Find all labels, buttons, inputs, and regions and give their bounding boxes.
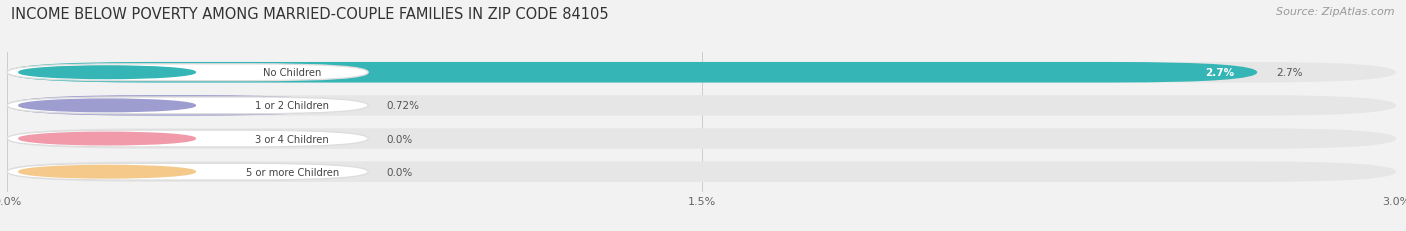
Text: 0.72%: 0.72% xyxy=(387,101,420,111)
FancyBboxPatch shape xyxy=(7,164,368,180)
FancyBboxPatch shape xyxy=(7,63,1257,83)
FancyBboxPatch shape xyxy=(7,129,1396,149)
FancyBboxPatch shape xyxy=(7,64,368,81)
FancyBboxPatch shape xyxy=(7,162,1396,182)
Circle shape xyxy=(18,166,195,178)
Text: No Children: No Children xyxy=(263,68,322,78)
Circle shape xyxy=(18,133,195,145)
FancyBboxPatch shape xyxy=(7,96,340,116)
Text: 0.0%: 0.0% xyxy=(387,167,413,177)
FancyBboxPatch shape xyxy=(7,131,368,147)
Text: INCOME BELOW POVERTY AMONG MARRIED-COUPLE FAMILIES IN ZIP CODE 84105: INCOME BELOW POVERTY AMONG MARRIED-COUPL… xyxy=(11,7,609,22)
FancyBboxPatch shape xyxy=(7,96,1396,116)
Circle shape xyxy=(18,67,195,79)
Text: 2.7%: 2.7% xyxy=(1275,68,1302,78)
Text: 3 or 4 Children: 3 or 4 Children xyxy=(256,134,329,144)
Text: 1 or 2 Children: 1 or 2 Children xyxy=(256,101,329,111)
Text: 5 or more Children: 5 or more Children xyxy=(246,167,339,177)
Circle shape xyxy=(18,100,195,112)
FancyBboxPatch shape xyxy=(7,97,368,114)
FancyBboxPatch shape xyxy=(7,63,1396,83)
Text: 0.0%: 0.0% xyxy=(387,134,413,144)
Text: 2.7%: 2.7% xyxy=(1205,68,1234,78)
Text: Source: ZipAtlas.com: Source: ZipAtlas.com xyxy=(1277,7,1395,17)
